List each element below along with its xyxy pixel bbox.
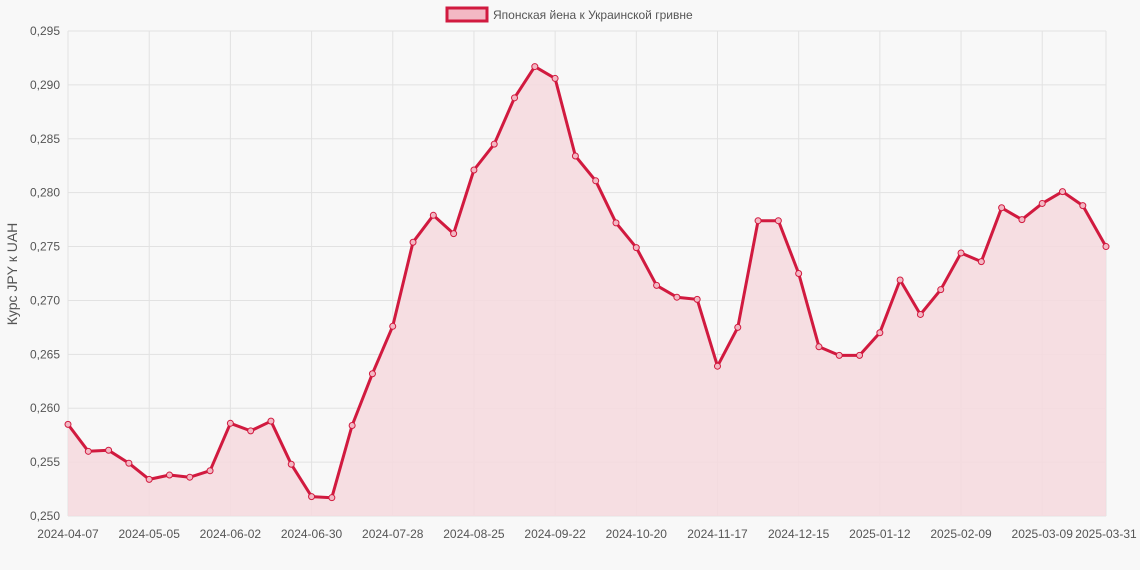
data-point[interactable] bbox=[368, 370, 376, 378]
data-point[interactable] bbox=[389, 322, 397, 330]
x-tick-label: 2024-12-15 bbox=[768, 527, 830, 541]
x-tick-label: 2024-06-30 bbox=[281, 527, 343, 541]
legend-label[interactable]: Японская йена к Украинской гривне bbox=[493, 8, 693, 22]
data-point[interactable] bbox=[612, 219, 620, 227]
y-tick-label: 0,275 bbox=[30, 240, 60, 254]
data-point[interactable] bbox=[1059, 188, 1067, 196]
data-point[interactable] bbox=[957, 249, 965, 257]
y-tick-label: 0,290 bbox=[30, 78, 60, 92]
data-point[interactable] bbox=[247, 427, 255, 435]
data-point[interactable] bbox=[186, 473, 194, 481]
data-point[interactable] bbox=[754, 217, 762, 225]
y-tick-label: 0,295 bbox=[30, 24, 60, 38]
x-tick-label: 2024-10-20 bbox=[606, 527, 668, 541]
data-point[interactable] bbox=[206, 467, 214, 475]
data-point[interactable] bbox=[1018, 216, 1026, 224]
x-tick-label: 2024-09-22 bbox=[524, 527, 586, 541]
data-point[interactable] bbox=[470, 166, 478, 174]
x-axis-ticks: 2024-04-07 2024-05-05 2024-06-02 2024-06-30… bbox=[37, 527, 1137, 541]
x-tick-label: 2025-02-09 bbox=[930, 527, 992, 541]
y-tick-label: 0,250 bbox=[30, 509, 60, 523]
data-point[interactable] bbox=[1079, 202, 1087, 210]
data-points-layer bbox=[64, 63, 1110, 502]
data-point[interactable] bbox=[653, 281, 661, 289]
data-point[interactable] bbox=[713, 362, 721, 370]
y-tick-label: 0,285 bbox=[30, 132, 60, 146]
data-point[interactable] bbox=[409, 238, 417, 246]
data-point[interactable] bbox=[693, 295, 701, 303]
data-point[interactable] bbox=[673, 293, 681, 301]
data-point[interactable] bbox=[348, 421, 356, 429]
x-tick-label: 2024-08-25 bbox=[443, 527, 505, 541]
data-point[interactable] bbox=[145, 475, 153, 483]
data-point[interactable] bbox=[490, 140, 498, 148]
y-tick-label: 0,255 bbox=[30, 455, 60, 469]
data-point[interactable] bbox=[774, 217, 782, 225]
y-axis-ticks: 0,250 0,255 0,260 0,265 0,270 0,275 0,280 0,285… bbox=[30, 24, 60, 523]
data-point[interactable] bbox=[856, 351, 864, 359]
data-point[interactable] bbox=[1038, 199, 1046, 207]
data-point[interactable] bbox=[815, 343, 823, 351]
data-point[interactable] bbox=[1102, 243, 1110, 251]
area-fill bbox=[68, 66, 1106, 516]
y-tick-label: 0,265 bbox=[30, 347, 60, 361]
data-point[interactable] bbox=[551, 74, 559, 82]
data-point[interactable] bbox=[977, 258, 985, 266]
data-point[interactable] bbox=[308, 493, 316, 501]
data-point[interactable] bbox=[795, 270, 803, 277]
data-point[interactable] bbox=[571, 152, 579, 160]
data-point[interactable] bbox=[511, 94, 519, 102]
data-point[interactable] bbox=[105, 446, 113, 454]
x-tick-label: 2025-01-12 bbox=[849, 527, 911, 541]
data-point[interactable] bbox=[267, 417, 275, 425]
data-point[interactable] bbox=[226, 419, 234, 427]
data-point[interactable] bbox=[734, 323, 742, 331]
y-axis-title: Курс JPY к UAH bbox=[4, 223, 20, 326]
legend-swatch[interactable] bbox=[445, 6, 489, 23]
x-tick-label: 2024-11-17 bbox=[687, 527, 748, 541]
data-point[interactable] bbox=[328, 494, 336, 502]
data-point[interactable] bbox=[916, 310, 924, 318]
x-tick-label: 2025-03-09 bbox=[1012, 527, 1074, 541]
x-tick-label: 2024-06-02 bbox=[200, 527, 262, 541]
data-point[interactable] bbox=[592, 177, 600, 185]
data-point[interactable] bbox=[896, 276, 904, 284]
data-point[interactable] bbox=[64, 420, 72, 428]
data-point[interactable] bbox=[287, 460, 295, 468]
area-fill-layer bbox=[68, 66, 1106, 516]
data-point[interactable] bbox=[450, 230, 458, 238]
series-line-layer bbox=[66, 65, 1108, 500]
data-point[interactable] bbox=[632, 244, 640, 252]
y-tick-label: 0,270 bbox=[30, 293, 60, 307]
y-tick-label: 0,280 bbox=[30, 186, 60, 200]
series-line bbox=[66, 65, 1108, 500]
data-point[interactable] bbox=[429, 211, 437, 219]
y-tick-label: 0,260 bbox=[30, 401, 60, 415]
x-tick-label: 2024-05-05 bbox=[118, 527, 180, 541]
data-point[interactable] bbox=[876, 329, 884, 337]
data-point[interactable] bbox=[835, 351, 843, 359]
data-point[interactable] bbox=[937, 286, 945, 294]
data-point[interactable] bbox=[165, 471, 173, 479]
x-tick-label: 2025-03-31 bbox=[1075, 527, 1137, 541]
x-tick-label: 2024-07-28 bbox=[362, 527, 424, 541]
data-point[interactable] bbox=[998, 204, 1006, 212]
data-point[interactable] bbox=[84, 447, 92, 455]
data-point[interactable] bbox=[531, 63, 539, 71]
legend[interactable]: Японская йена к Украинской гривне bbox=[445, 6, 693, 23]
data-point[interactable] bbox=[125, 459, 133, 467]
x-tick-label: 2024-04-07 bbox=[37, 527, 99, 541]
